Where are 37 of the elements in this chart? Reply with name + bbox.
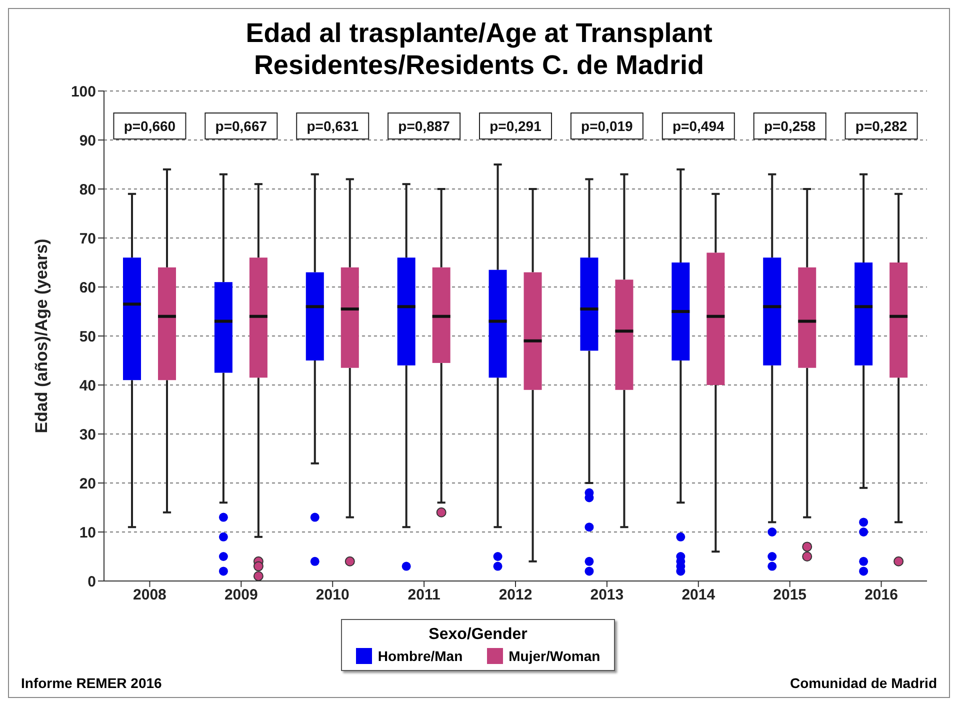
x-tick-label: 2016: [864, 586, 898, 604]
x-tick-label: 2014: [682, 586, 716, 604]
y-tick-label: 90: [79, 132, 96, 150]
x-tick-label: 2008: [133, 586, 166, 604]
y-tick-label: 20: [79, 475, 96, 492]
text: Informe REMER 2016: [21, 675, 162, 691]
annotation: p=0,667: [215, 118, 268, 134]
annotation: p=0,494: [672, 118, 724, 134]
annotation: p=0,887: [398, 118, 450, 134]
annotation: p=0,258: [764, 118, 816, 134]
annotation: p=0,660: [124, 118, 176, 134]
annotation: p=0,282: [855, 118, 908, 134]
x-tick-label: 2012: [498, 586, 532, 604]
y-tick-label: 10: [79, 524, 96, 542]
annotation: p=0,291: [490, 118, 542, 134]
chart-subtitle: Residentes/Residents C. de Madrid: [252, 49, 706, 81]
annotation: p=0,631: [306, 118, 359, 134]
legend-label: Hombre/Man: [376, 648, 463, 664]
y-tick-label: 40: [79, 377, 96, 394]
y-tick-label: 0: [88, 573, 96, 590]
x-tick-label: 2010: [316, 586, 350, 604]
x-tick-label: 2009: [224, 586, 258, 604]
y-tick-label: 30: [79, 426, 96, 444]
x-tick-label: 2011: [408, 586, 440, 604]
annotation: p=0,019: [581, 118, 634, 134]
y-tick-label: 70: [79, 230, 96, 248]
y-tick-label: 60: [79, 279, 96, 296]
x-tick-label: 2013: [590, 586, 624, 604]
y-tick-label: 80: [79, 181, 96, 198]
x-tick-label: 2015: [773, 586, 807, 604]
text: Comunidad de Madrid: [790, 675, 937, 691]
y-axis-title: Edad (años)/Age (years): [32, 238, 52, 434]
legend-title: Sexo/Gender: [428, 626, 528, 644]
y-tick-label: 100: [70, 83, 96, 100]
legend-label: Mujer/Woman: [508, 648, 600, 664]
chart-title: Edad al trasplante/Age at Transplant: [244, 17, 714, 49]
y-tick-label: 50: [79, 328, 96, 346]
